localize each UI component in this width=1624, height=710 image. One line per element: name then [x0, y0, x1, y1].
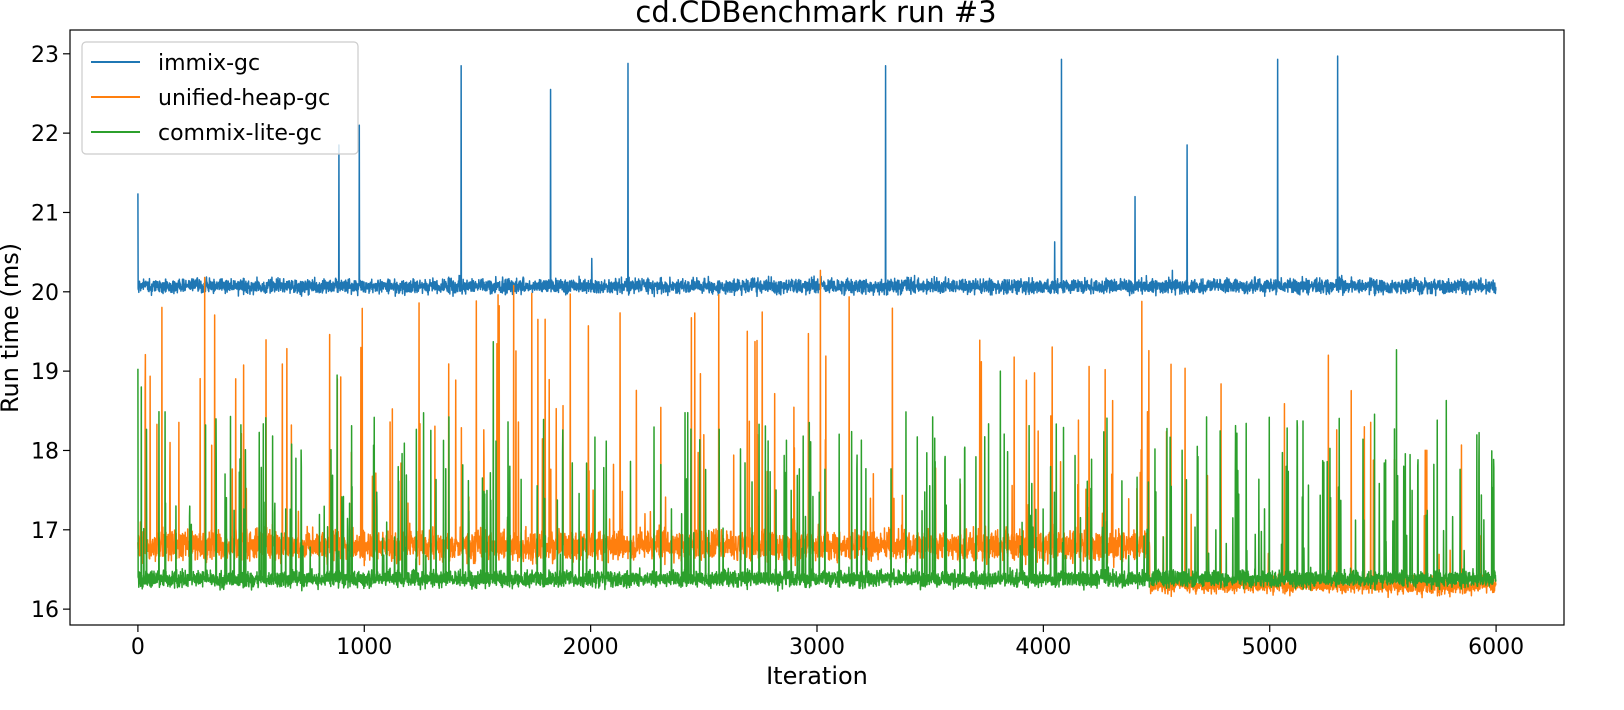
legend-label: commix-lite-gc — [158, 121, 322, 146]
y-tick-label: 16 — [31, 598, 59, 623]
series-line-commix-lite-gc — [137, 341, 1497, 592]
y-tick-label: 17 — [31, 519, 59, 544]
series-line-unified-heap-gc — [137, 269, 1497, 599]
x-tick-label: 1000 — [336, 635, 392, 660]
y-tick-label: 19 — [31, 360, 59, 385]
y-tick-label: 21 — [31, 201, 59, 226]
y-tick-label: 20 — [31, 281, 59, 306]
chart-title: cd.CDBenchmark run #3 — [635, 0, 996, 29]
y-axis-label: Run time (ms) — [0, 243, 24, 413]
legend-label: immix-gc — [158, 51, 260, 76]
x-tick-label: 4000 — [1015, 635, 1071, 660]
series-line-immix-gc — [137, 55, 1497, 298]
x-axis-ticks: 0 1000 2000 3000 4000 5000 6000 — [131, 625, 1524, 660]
x-tick-label: 5000 — [1242, 635, 1298, 660]
y-tick-label: 22 — [31, 122, 59, 147]
y-axis-ticks: 16 17 18 19 20 21 22 23 — [31, 43, 70, 623]
legend-box — [81, 41, 359, 155]
plot-lines — [137, 55, 1497, 599]
y-tick-label: 23 — [31, 43, 59, 68]
x-tick-label: 0 — [131, 635, 145, 660]
legend-label: unified-heap-gc — [158, 86, 330, 111]
y-tick-label: 18 — [31, 439, 59, 464]
x-tick-label: 6000 — [1468, 635, 1524, 660]
legend: immix-gc unified-heap-gc commix-lite-gc — [81, 41, 359, 155]
x-axis-label: Iteration — [766, 662, 868, 690]
x-tick-label: 3000 — [789, 635, 845, 660]
x-tick-label: 2000 — [563, 635, 619, 660]
